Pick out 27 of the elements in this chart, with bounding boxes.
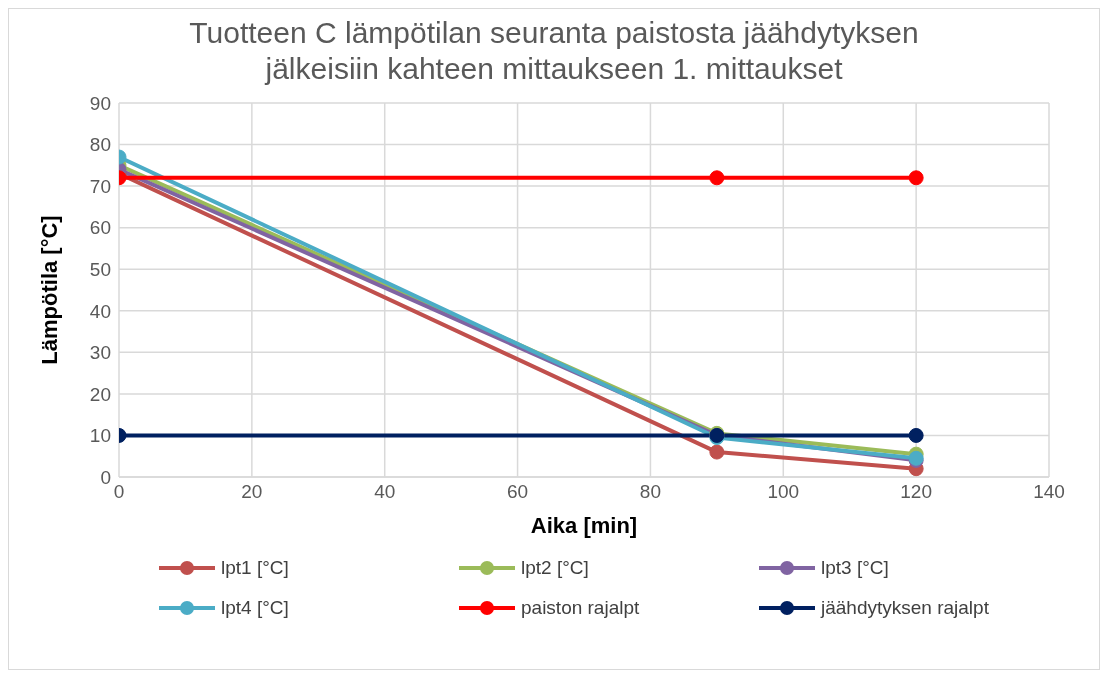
x-tick-label: 40 — [374, 481, 396, 503]
y-tick-label: 0 — [100, 466, 111, 488]
y-tick-label: 50 — [89, 258, 111, 280]
y-tick-label: 30 — [89, 342, 111, 364]
y-tick-label: 70 — [89, 175, 111, 197]
y-tick-label: 40 — [89, 300, 111, 322]
x-tick-label: 80 — [639, 481, 661, 503]
x-tick-label: 140 — [1033, 481, 1065, 503]
x-tick-label: 0 — [113, 481, 125, 503]
x-tick-label: 100 — [767, 481, 800, 503]
x-tick-label: 60 — [507, 481, 529, 503]
legend-label: lpt2 [°C] — [521, 557, 589, 579]
legend-label: paiston rajalpt — [521, 597, 640, 619]
legend-label: lpt1 [°C] — [221, 557, 289, 579]
y-axis-title: Lämpötila [°C] — [36, 215, 62, 365]
chart-title: Tuotteen C lämpötilan seuranta paistosta jäähdytyksen jälkeisiin kahteen mittaukseen 1. mittaukset — [188, 15, 920, 87]
y-tick-label: 10 — [89, 425, 111, 447]
y-tick-label: 90 — [89, 92, 111, 114]
x-axis-title: Aika [min] — [530, 513, 638, 538]
y-tick-label: 80 — [89, 134, 111, 156]
y-tick-label: 60 — [89, 217, 111, 239]
legend-label: lpt4 [°C] — [221, 597, 289, 619]
legend-label: lpt3 [°C] — [821, 557, 889, 579]
x-tick-label: 20 — [241, 481, 263, 503]
legend-label: jäähdytyksen rajalpt — [821, 597, 989, 619]
y-tick-label: 20 — [89, 383, 111, 405]
x-tick-label: 120 — [900, 481, 932, 503]
